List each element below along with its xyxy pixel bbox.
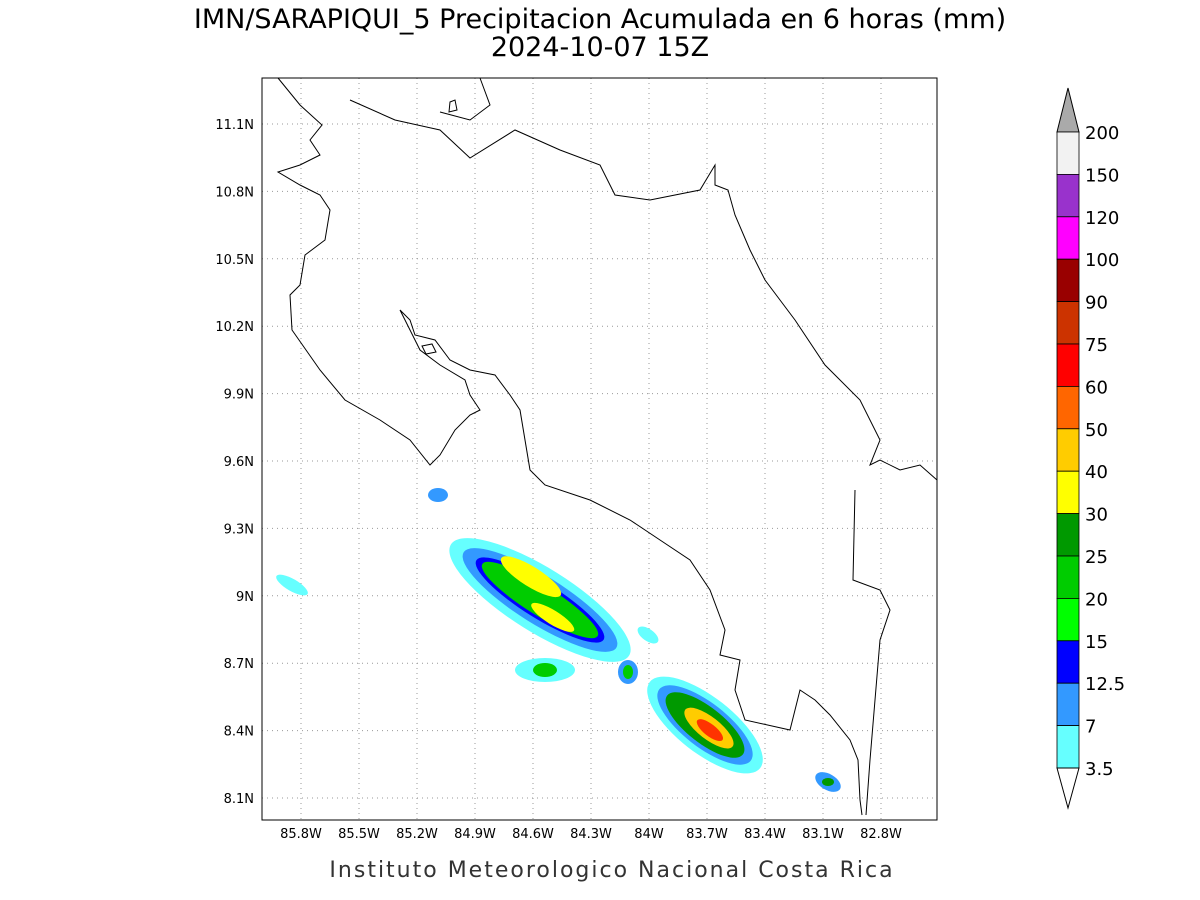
colorbar-label: 7 bbox=[1085, 717, 1096, 738]
map-area bbox=[262, 78, 937, 820]
colorbar-box bbox=[1056, 385, 1080, 430]
colorbar-box bbox=[1056, 470, 1080, 515]
colorbar-label: 50 bbox=[1085, 420, 1108, 441]
colorbar-box bbox=[1056, 725, 1080, 769]
coastline bbox=[276, 77, 938, 816]
colorbar-box bbox=[1056, 513, 1080, 557]
colorbar-below bbox=[1056, 767, 1080, 810]
x-tick-label: 83.7W bbox=[686, 827, 728, 842]
y-tick-label: 10.8N bbox=[215, 185, 254, 200]
colorbar-label: 60 bbox=[1085, 377, 1108, 398]
colorbar-label: 40 bbox=[1085, 462, 1108, 483]
x-tick-label: 84.9W bbox=[454, 827, 496, 842]
y-tick-label: 9.3N bbox=[224, 522, 254, 537]
colorbar-label: 90 bbox=[1085, 293, 1108, 314]
x-tick-label: 85.2W bbox=[396, 827, 438, 842]
x-tick-label: 84.6W bbox=[512, 827, 554, 842]
x-tick-label: 83.1W bbox=[802, 827, 844, 842]
colorbar-box bbox=[1056, 343, 1080, 387]
colorbar-label: 20 bbox=[1085, 589, 1108, 610]
x-tick-label: 82.8W bbox=[860, 827, 902, 842]
colorbar-box bbox=[1056, 640, 1080, 684]
subtitle: 2024-10-07 15Z bbox=[491, 32, 709, 63]
y-tick-label: 8.1N bbox=[224, 792, 254, 807]
x-tick-label: 84.3W bbox=[570, 827, 612, 842]
y-tick-label: 9.6N bbox=[224, 455, 254, 470]
colorbar-box bbox=[1056, 173, 1080, 218]
colorbar-above bbox=[1056, 87, 1080, 133]
colorbar-box bbox=[1056, 598, 1080, 642]
colorbar-label: 120 bbox=[1085, 208, 1119, 229]
colorbar-box bbox=[1056, 682, 1080, 727]
y-tick-label: 9N bbox=[236, 590, 254, 605]
title: IMN/SARAPIQUI_5 Precipitacion Acumulada … bbox=[194, 4, 1006, 35]
y-tick-label: 8.7N bbox=[224, 657, 254, 672]
colorbar-box bbox=[1056, 301, 1080, 345]
colorbar-box bbox=[1056, 131, 1080, 175]
x-tick-label: 84W bbox=[634, 827, 664, 842]
colorbar-box bbox=[1056, 555, 1080, 599]
colorbar-box bbox=[1056, 428, 1080, 472]
colorbar-label: 3.5 bbox=[1085, 759, 1114, 780]
x-tick-label: 85.5W bbox=[338, 827, 380, 842]
colorbar-label: 30 bbox=[1085, 505, 1108, 526]
x-tick-label: 83.4W bbox=[744, 827, 786, 842]
colorbar-label: 200 bbox=[1085, 123, 1119, 144]
colorbar-label: 12.5 bbox=[1085, 674, 1125, 695]
colorbar-box bbox=[1056, 258, 1080, 303]
colorbar-label: 150 bbox=[1085, 165, 1119, 186]
colorbar-label: 75 bbox=[1085, 335, 1108, 356]
y-tick-label: 11.1N bbox=[215, 118, 254, 133]
precipitation bbox=[276, 488, 841, 792]
colorbar-box bbox=[1056, 216, 1080, 260]
map-frame bbox=[261, 77, 938, 821]
colorbar-label: 25 bbox=[1085, 547, 1108, 568]
footer: Instituto Meteorologico Nacional Costa R… bbox=[329, 858, 894, 883]
colorbar-label: 100 bbox=[1085, 250, 1119, 271]
y-tick-label: 9.9N bbox=[224, 388, 254, 403]
y-tick-label: 10.2N bbox=[215, 320, 254, 335]
y-tick-label: 8.4N bbox=[224, 725, 254, 740]
colorbar-label: 15 bbox=[1085, 632, 1108, 653]
x-tick-label: 85.8W bbox=[280, 827, 322, 842]
y-tick-label: 10.5N bbox=[215, 253, 254, 268]
